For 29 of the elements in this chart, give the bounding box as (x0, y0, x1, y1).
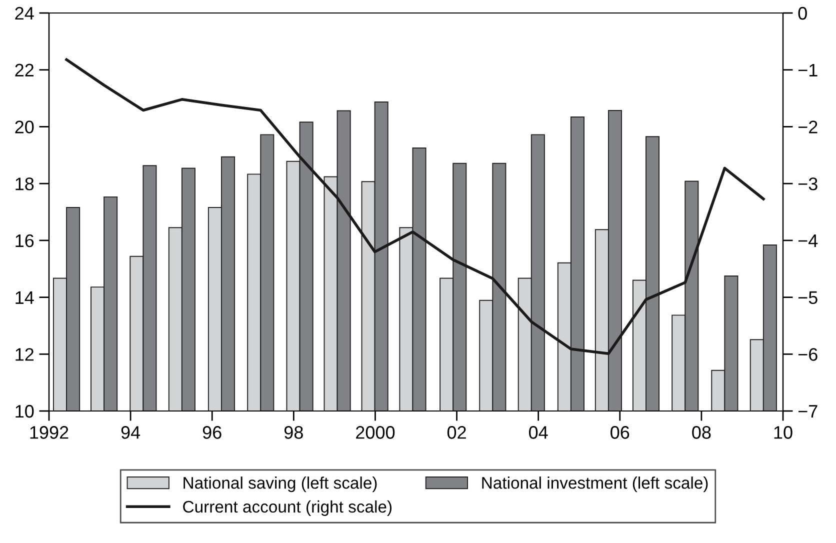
y2-tick-label: −5 (798, 291, 818, 304)
y2-tick-label: −6 (798, 348, 818, 361)
x-tick-label: 02 (447, 426, 466, 439)
y-tick-label: 18 (16, 178, 34, 190)
x-tick-label: 06 (610, 426, 630, 439)
x-tick-label: 08 (692, 426, 711, 439)
y2-tick-label: −3 (798, 178, 818, 190)
y-tick-label: 12 (16, 348, 34, 361)
x-tick-label: 1992 (30, 426, 68, 439)
y2-tick-label: −1 (798, 64, 818, 76)
legend-label: Current account (right scale) (183, 500, 392, 516)
legend-label: National saving (left scale) (184, 476, 377, 492)
y-tick-label: 14 (16, 291, 34, 304)
y-tick-label: 22 (15, 64, 34, 76)
x-tick-label: 96 (202, 426, 222, 439)
y-tick-label: 10 (16, 404, 34, 418)
x-tick-label: 2000 (356, 426, 395, 439)
legend-label: National investment (left scale) (482, 476, 708, 492)
x-tick-label: 94 (121, 426, 140, 439)
x-tick-label: 10 (774, 426, 792, 439)
y2-tick-label: 0 (798, 6, 807, 20)
x-tick-label: 04 (529, 426, 548, 439)
y2-tick-label: −7 (798, 405, 818, 418)
y-tick-label: 16 (16, 234, 34, 248)
x-tick-label: 98 (284, 426, 303, 439)
y2-tick-label: −4 (798, 234, 818, 247)
y-tick-label: 24 (15, 6, 34, 20)
y-tick-label: 20 (15, 120, 34, 134)
y2-tick-label: −2 (798, 120, 818, 134)
